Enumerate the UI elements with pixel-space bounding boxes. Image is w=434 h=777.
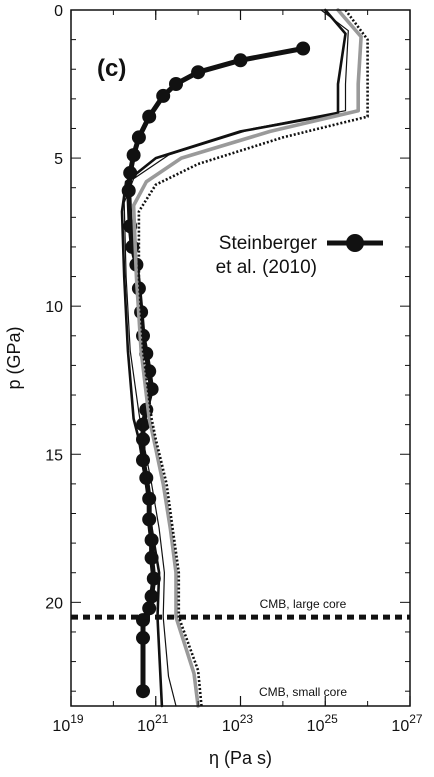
data-point <box>136 684 150 699</box>
annotation-layer: CMB, large core CMB, small core <box>71 597 410 699</box>
x-axis-label: η (Pa s) <box>209 748 272 768</box>
legend-label-line2: et al. (2010) <box>216 257 317 278</box>
series-line-thick-black <box>120 8 347 708</box>
data-point <box>142 109 157 124</box>
data-point <box>146 571 161 586</box>
data-point <box>144 589 159 604</box>
x-tick-label: 1021 <box>137 712 168 735</box>
y-tick-label: 5 <box>54 151 63 168</box>
data-point <box>233 53 248 68</box>
series-line-thin-black <box>123 9 349 707</box>
cmb-label: CMB, small core <box>259 685 347 699</box>
axes-layer: 1019 1021 1023 1025 1027 0 5 10 15 20 <box>45 3 423 735</box>
legend-label-line1: Steinberger <box>219 233 318 254</box>
data-point <box>126 148 141 163</box>
legend: Steinberger et al. (2010) <box>216 233 383 278</box>
data-point <box>191 65 206 80</box>
x-tick-label: 1023 <box>222 712 253 735</box>
series-line-thick-gray <box>131 8 363 708</box>
cmb-label: CMB, large core <box>260 597 347 611</box>
legend-marker <box>346 234 364 252</box>
series-line-dotted-black <box>137 9 369 707</box>
y-tick-label: 10 <box>45 299 63 316</box>
plot-frame <box>70 9 411 707</box>
data-point <box>169 77 183 91</box>
x-tick-label: 1025 <box>307 712 338 735</box>
data-point <box>156 88 171 103</box>
y-tick-label: 15 <box>45 447 63 464</box>
y-tick-label: 20 <box>45 595 63 612</box>
series-layer <box>120 8 369 708</box>
data-point <box>136 417 150 432</box>
y-tick-label: 0 <box>54 3 63 20</box>
x-tick-label: 1019 <box>52 712 83 735</box>
data-point <box>142 512 157 527</box>
data-point <box>131 130 146 145</box>
x-tick-label: 1027 <box>391 712 422 735</box>
y-axis-label: p (GPa) <box>4 326 24 389</box>
data-point <box>136 630 150 645</box>
data-point <box>296 41 311 56</box>
panel-label: (c) <box>97 55 126 82</box>
data-point <box>142 601 157 616</box>
data-point <box>144 382 159 397</box>
series-line-black-marker <box>126 46 306 694</box>
